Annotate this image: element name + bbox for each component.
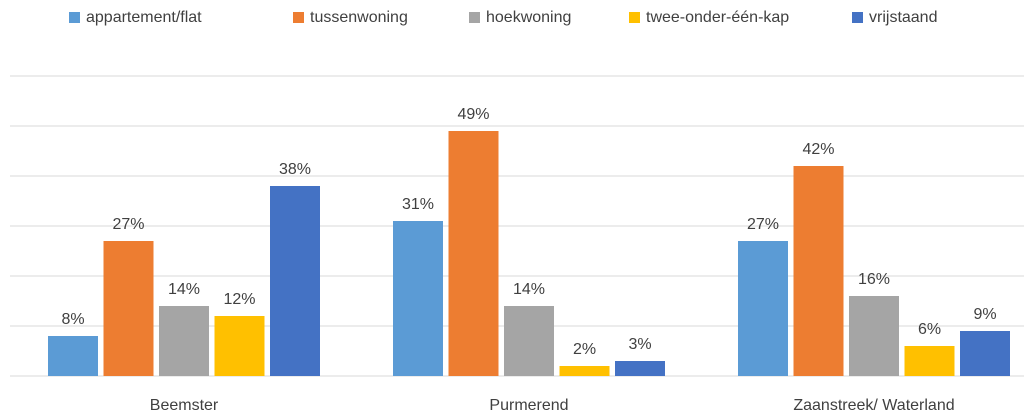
x-tick-label: Beemster <box>150 397 219 414</box>
data-label: 3% <box>628 336 651 353</box>
data-label: 2% <box>573 341 596 358</box>
x-tick-label: Purmerend <box>489 397 568 414</box>
legend-swatch <box>293 12 304 23</box>
data-label: 8% <box>61 311 84 328</box>
legend-swatch <box>469 12 480 23</box>
bar <box>738 241 788 376</box>
bar <box>849 296 899 376</box>
data-label: 42% <box>802 141 834 158</box>
data-label: 14% <box>168 281 200 298</box>
bar <box>270 186 320 376</box>
data-label: 31% <box>402 196 434 213</box>
bar <box>793 166 844 376</box>
data-label: 12% <box>223 291 255 308</box>
bar <box>960 331 1010 376</box>
data-label: 14% <box>513 281 545 298</box>
data-label: 38% <box>279 161 311 178</box>
bar <box>559 366 610 376</box>
bar <box>615 361 665 376</box>
bar <box>504 306 554 376</box>
data-label: 16% <box>858 271 890 288</box>
legend-swatch <box>629 12 640 23</box>
data-label: 9% <box>973 306 996 323</box>
data-label: 27% <box>112 216 144 233</box>
legend-label: twee-onder-één-kap <box>646 9 789 26</box>
legend-swatch <box>69 12 80 23</box>
legend-label: appartement/flat <box>86 9 202 26</box>
bar <box>448 131 499 376</box>
legend-label: tussenwoning <box>310 9 408 26</box>
bar <box>103 241 154 376</box>
x-tick-label: Zaanstreek/ Waterland <box>793 397 954 414</box>
bar <box>159 306 209 376</box>
legend-label: vrijstaand <box>869 9 937 26</box>
bar <box>214 316 265 376</box>
bar <box>48 336 98 376</box>
data-label: 6% <box>918 321 941 338</box>
data-label: 27% <box>747 216 779 233</box>
bar <box>393 221 443 376</box>
legend-swatch <box>852 12 863 23</box>
data-label: 49% <box>457 106 489 123</box>
legend-label: hoekwoning <box>486 9 571 26</box>
bar <box>904 346 955 376</box>
